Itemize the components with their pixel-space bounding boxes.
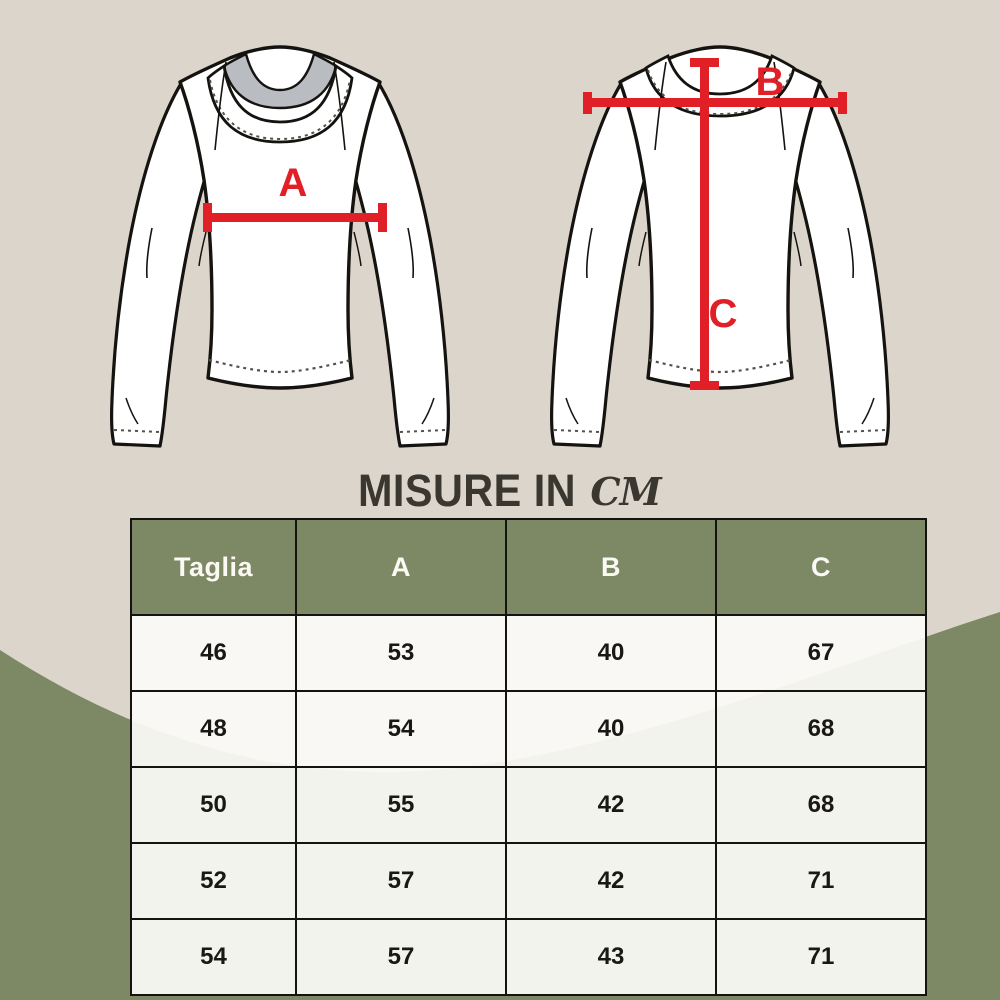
back-left-cuff-fold	[565, 397, 579, 425]
back-right-sleeve	[772, 80, 890, 448]
cell-c: 68	[715, 690, 927, 768]
back-left-elbow-dart	[585, 227, 593, 279]
table-row: 52 57 42 71	[130, 842, 927, 920]
table-row: 54 57 43 71	[130, 918, 927, 996]
front-left-side-shaping	[198, 231, 207, 267]
back-right-side-shaping	[793, 231, 802, 267]
front-left-sleeve	[110, 80, 228, 448]
cell-size: 48	[130, 690, 297, 768]
cell-a: 55	[295, 766, 507, 844]
cell-a: 53	[295, 614, 507, 692]
column-header-taglia: Taglia	[130, 518, 297, 616]
cell-a: 57	[295, 842, 507, 920]
size-table-head: Taglia A B C	[130, 518, 927, 616]
cell-a: 54	[295, 690, 507, 768]
cell-c: 71	[715, 918, 927, 996]
front-right-elbow-dart	[407, 227, 415, 279]
cell-b: 40	[505, 614, 717, 692]
measure-label-b: B	[756, 60, 785, 104]
front-right-sleeve	[332, 80, 450, 448]
table-row: 46 53 40 67	[130, 614, 927, 692]
cell-a: 57	[295, 918, 507, 996]
table-header-row: Taglia A B C	[130, 518, 927, 616]
front-right-cuff-stitch	[399, 429, 447, 433]
front-view-long-sleeve-top: A	[110, 45, 450, 448]
back-view-long-sleeve-top: C B	[550, 45, 890, 448]
front-left-elbow-dart	[145, 227, 153, 279]
back-right-cuff-stitch	[839, 429, 887, 433]
measure-line-b	[583, 92, 847, 114]
cell-size: 52	[130, 842, 297, 920]
garment-illustrations: A	[110, 45, 890, 448]
table-row: 48 54 40 68	[130, 690, 927, 768]
chart-title: MISURE IN CM	[0, 462, 1000, 520]
cell-size: 50	[130, 766, 297, 844]
chart-title-main: MISURE IN	[358, 465, 577, 516]
front-right-cuff-fold	[421, 397, 435, 425]
front-left-cuff-stitch	[113, 429, 161, 433]
table-row: 50 55 42 68	[130, 766, 927, 844]
back-right-elbow-dart	[847, 227, 855, 279]
cell-b: 42	[505, 766, 717, 844]
size-table-body: 46 53 40 67 48 54 40 68 50 55 42 68	[130, 614, 927, 996]
front-right-side-shaping	[353, 231, 362, 267]
cell-c: 67	[715, 614, 927, 692]
cell-b: 40	[505, 690, 717, 768]
front-left-shoulder-seam	[214, 61, 227, 151]
measure-line-c	[690, 58, 719, 390]
front-neck-stitch	[209, 79, 351, 141]
front-left-cuff-fold	[125, 397, 139, 425]
back-left-side-shaping	[638, 231, 647, 267]
size-table-wrapper: Taglia A B C 46 53 40 67 48 54 40 68	[130, 518, 927, 996]
back-left-cuff-stitch	[553, 429, 601, 433]
front-right-shoulder-seam	[333, 61, 346, 151]
back-hem-stitch	[648, 358, 792, 374]
measure-label-a: A	[279, 161, 308, 205]
back-right-cuff-fold	[861, 397, 875, 425]
front-hem-stitch	[208, 358, 352, 374]
cell-b: 42	[505, 842, 717, 920]
cell-size: 46	[130, 614, 297, 692]
column-header-c: C	[715, 518, 927, 616]
cell-c: 68	[715, 766, 927, 844]
front-neck-ribbing	[206, 63, 354, 144]
size-table: Taglia A B C 46 53 40 67 48 54 40 68	[130, 518, 927, 996]
cell-c: 71	[715, 842, 927, 920]
column-header-b: B	[505, 518, 717, 616]
column-header-a: A	[295, 518, 507, 616]
measure-label-c: C	[709, 292, 738, 336]
measure-line-a	[203, 203, 387, 232]
chart-title-unit: CM	[590, 468, 661, 514]
cell-b: 43	[505, 918, 717, 996]
back-left-sleeve	[550, 80, 668, 448]
cell-size: 54	[130, 918, 297, 996]
